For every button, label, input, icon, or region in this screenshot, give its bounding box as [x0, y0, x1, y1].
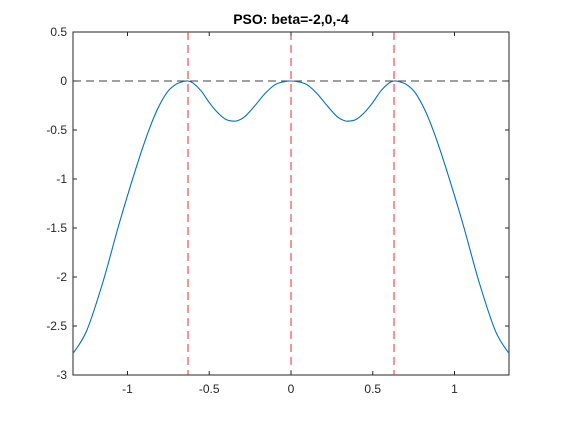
x-tick-label-1: -0.5 — [199, 382, 220, 396]
series-line-0 — [72, 80, 510, 354]
x-tick-label-3: 0.5 — [364, 382, 381, 396]
y-tick-label-7: -3 — [56, 368, 67, 382]
y-tick-label-3: -1 — [56, 172, 67, 186]
chart-title: PSO: beta=-2,0,-4 — [233, 11, 349, 27]
x-tick-label-4: 1 — [451, 382, 458, 396]
y-tick-label-1: 0 — [60, 74, 67, 88]
y-tick-label-5: -2 — [56, 270, 67, 284]
x-tick-label-2: 0 — [288, 382, 295, 396]
y-tick-label-2: -0.5 — [46, 123, 67, 137]
plot-area: -1 -0.5 0 0.5 1 0.5 0 -0.5 -1 -1.5 -2 -2.5 -3 — [46, 25, 510, 396]
y-tick-label-4: -1.5 — [46, 221, 67, 235]
y-tick-label-6: -2.5 — [46, 319, 67, 333]
y-tick-label-0: 0.5 — [50, 25, 67, 39]
x-tick-label-0: -1 — [122, 382, 133, 396]
